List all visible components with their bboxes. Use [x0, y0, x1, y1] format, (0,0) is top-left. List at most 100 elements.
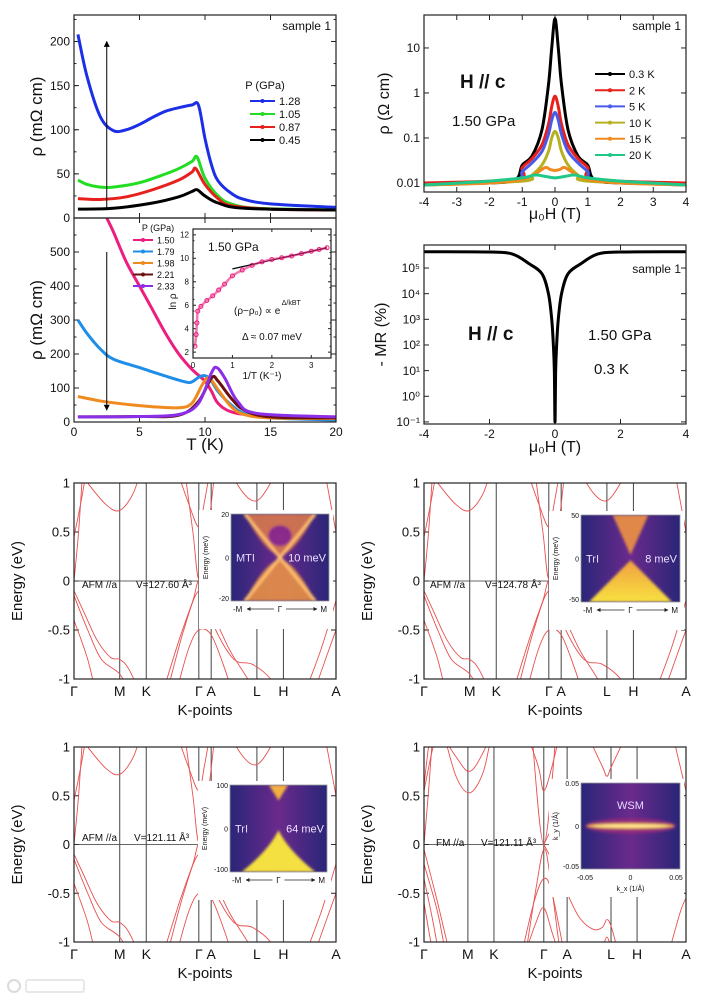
annotation: V=124.78 Å³ — [485, 578, 542, 591]
band-line — [74, 483, 83, 582]
y-tick-label: 10⁴ — [401, 287, 420, 301]
series-line-2.33 — [77, 365, 336, 419]
y-tick-label: 0.5 — [402, 788, 420, 803]
spectral-intensity — [584, 818, 677, 834]
spectral-intensity — [588, 515, 673, 602]
band-line — [424, 590, 485, 679]
y-tick-label: -1 — [58, 672, 70, 687]
x-tick-label: 5 — [136, 425, 143, 439]
legend-title: P (GPa) — [245, 80, 285, 92]
legend-label: 0.87 — [279, 122, 300, 134]
band-line — [527, 848, 560, 942]
legend-label: 0.3 K — [629, 69, 655, 81]
chart-panel-3: 0.01 0.1 1 10 -4 -3 -2 -1 0 1 2 3 4 μ₀H (T) ρ (Ω cm) 0.… — [376, 14, 690, 223]
y-tick-label: 6 — [185, 301, 190, 310]
y-axis-label: ρ (Ω cm) — [376, 73, 393, 135]
annotation: Δ ≈ 0.07 meV — [242, 332, 302, 343]
inset-x-axis-label: k_x (1/Å) — [616, 884, 644, 893]
k-point-label: H — [628, 683, 638, 699]
legend-marker — [608, 120, 612, 125]
y-tick-label: 150 — [50, 79, 70, 93]
inset-x-tick-label: M — [320, 605, 327, 614]
y-tick-label: 100 — [50, 123, 70, 137]
y-tick-label: 1 — [63, 740, 70, 755]
y-tick-label: 100 — [50, 381, 70, 395]
y-axis-label: Energy (eV) — [9, 541, 26, 621]
inset-y-tick-label: 0.05 — [565, 781, 579, 788]
inset-frame — [580, 514, 681, 603]
band-line — [523, 877, 563, 942]
y-tick-label: -1 — [408, 672, 420, 687]
heatmap-inset: 50 0 -50 Energy (meV) -M Γ M TrI 8 meV — [549, 511, 684, 630]
k-point-label: A — [562, 946, 572, 962]
band-line — [449, 747, 487, 772]
inset-x-tick-label: 0.05 — [669, 875, 683, 882]
legend-label: 20 K — [629, 150, 652, 162]
x-tick-label: -3 — [451, 195, 462, 209]
series-line-1.98 — [77, 376, 336, 421]
band-line — [318, 629, 336, 679]
band-line — [446, 747, 490, 794]
plot-frame — [73, 482, 337, 680]
annotation: sample 1 — [282, 19, 331, 33]
x-tick-label: 0 — [552, 427, 559, 441]
x-axis-label: K-points — [177, 702, 232, 719]
plot-frame — [423, 746, 687, 943]
band-line — [424, 747, 433, 845]
inset-x-tick-label: M — [671, 606, 678, 615]
y-tick-label: 0.1 — [403, 131, 420, 145]
y-tick-label: -1 — [58, 935, 70, 950]
band-line — [74, 854, 135, 942]
phase-label: MTI — [236, 553, 255, 565]
legend-label: 2.21 — [157, 270, 175, 280]
y-tick-label: -0.5 — [48, 623, 70, 638]
annotation: 1.50 GPa — [588, 327, 652, 344]
band-line — [530, 483, 559, 528]
y-tick-label: 10 — [407, 41, 421, 55]
x-axis-label: T (K) — [186, 435, 223, 454]
band-line — [424, 595, 474, 679]
data-point — [204, 298, 210, 304]
data-point — [210, 293, 216, 299]
series-line-0.3K — [424, 17, 686, 185]
inset-x-tick-label: Γ — [278, 605, 283, 614]
legend-label: 1.28 — [279, 96, 300, 108]
legend-label: 10 K — [629, 118, 652, 130]
inset-y-tick-label: 0 — [575, 557, 579, 564]
y-tick-label: 10⁵ — [402, 261, 420, 275]
x-tick-label: 0 — [71, 425, 78, 439]
spectral-intensity — [243, 514, 317, 601]
y-tick-label: 0 — [63, 574, 70, 589]
k-point-label: L — [603, 683, 611, 699]
inset-y-tick-label: 20 — [221, 512, 229, 519]
k-point-label: Γ — [420, 946, 428, 962]
legend-marker — [608, 72, 612, 76]
heatmap-inset: 20 0 -20 Energy (meV) -M Γ M MTI 10 meV — [199, 510, 333, 629]
band-line — [179, 628, 229, 679]
y-tick-label: 0.5 — [52, 525, 70, 540]
y-tick-label: 8 — [185, 278, 190, 287]
plot-area — [76, 34, 336, 212]
legend-marker — [260, 125, 265, 129]
k-point-label: M — [114, 946, 126, 962]
k-point-label: A — [681, 946, 691, 962]
chart-panel-4: 10⁻¹ 10⁰ 10¹ 10² 10³ 10⁴ 10⁵ -4 -2 0 2 4 μ₀H (T) - MR… — [373, 244, 690, 456]
annotation: Δ/kBT — [282, 300, 302, 307]
y-tick-label: 10⁻¹ — [396, 415, 420, 429]
plot-frame — [73, 217, 337, 423]
data-point — [198, 303, 204, 309]
inset-y-tick-label: -0.05 — [563, 864, 579, 871]
inset-y-tick-label: 100 — [216, 783, 228, 790]
x-tick-label: -2 — [484, 427, 495, 441]
y-tick-label: -0.5 — [398, 623, 420, 638]
y-tick-label: 10 — [180, 254, 189, 263]
y-axis-label: ρ (mΩ cm) — [27, 280, 46, 360]
annotation: AFM //a — [430, 580, 465, 591]
y-tick-label: 0 — [413, 837, 420, 852]
series-line-0.87 — [77, 166, 336, 212]
k-point-label: A — [557, 683, 567, 699]
